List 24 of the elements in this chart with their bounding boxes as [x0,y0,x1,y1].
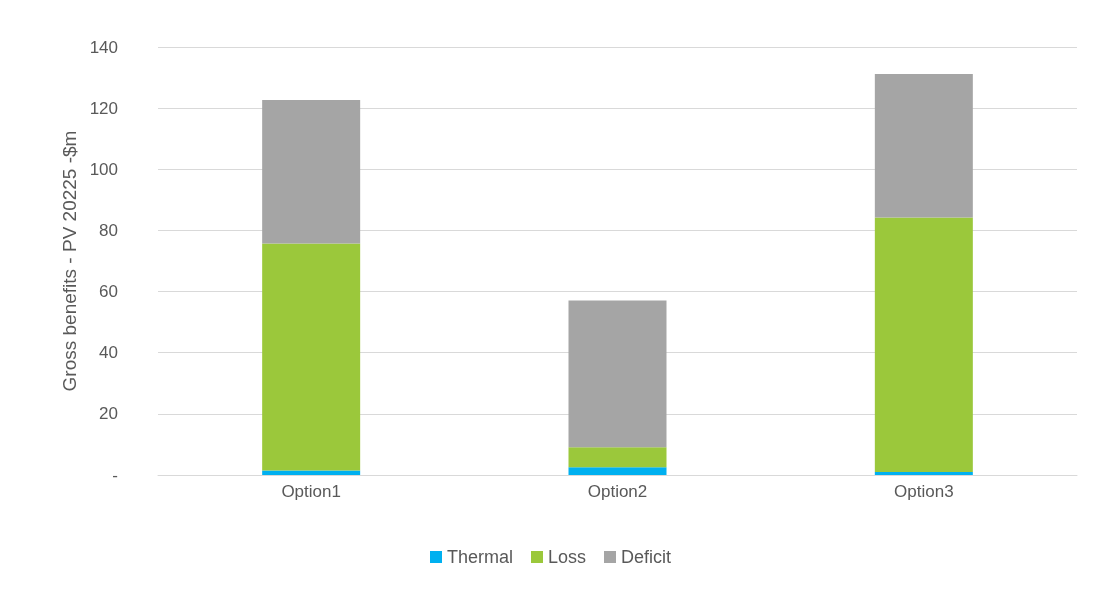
bar [874,73,973,218]
y-tick-label: - [112,465,118,485]
x-tick-label: Option2 [587,482,648,501]
bar [568,300,667,448]
y-tick-label: 100 [89,159,118,179]
legend-label: Deficit [621,547,672,567]
x-tick-label: Option1 [281,482,341,501]
bar [874,471,973,475]
y-tick-label: 40 [99,343,118,363]
y-tick-label: 120 [89,98,118,118]
bar [262,99,361,244]
y-tick-label: 60 [99,282,118,302]
y-tick-label: 20 [99,404,118,424]
bar [262,470,361,475]
bar [874,217,973,472]
bar [262,243,361,471]
x-tick-label: Option3 [894,482,954,501]
legend-label: Loss [547,547,587,567]
bar [568,447,667,468]
legend-label: Thermal [446,547,513,567]
y-tick-label: 80 [99,220,118,240]
y-axis-title: Gross benefits - PV 20225 -$m [58,130,80,392]
bar [568,467,667,475]
y-tick-label: 140 [89,37,118,57]
